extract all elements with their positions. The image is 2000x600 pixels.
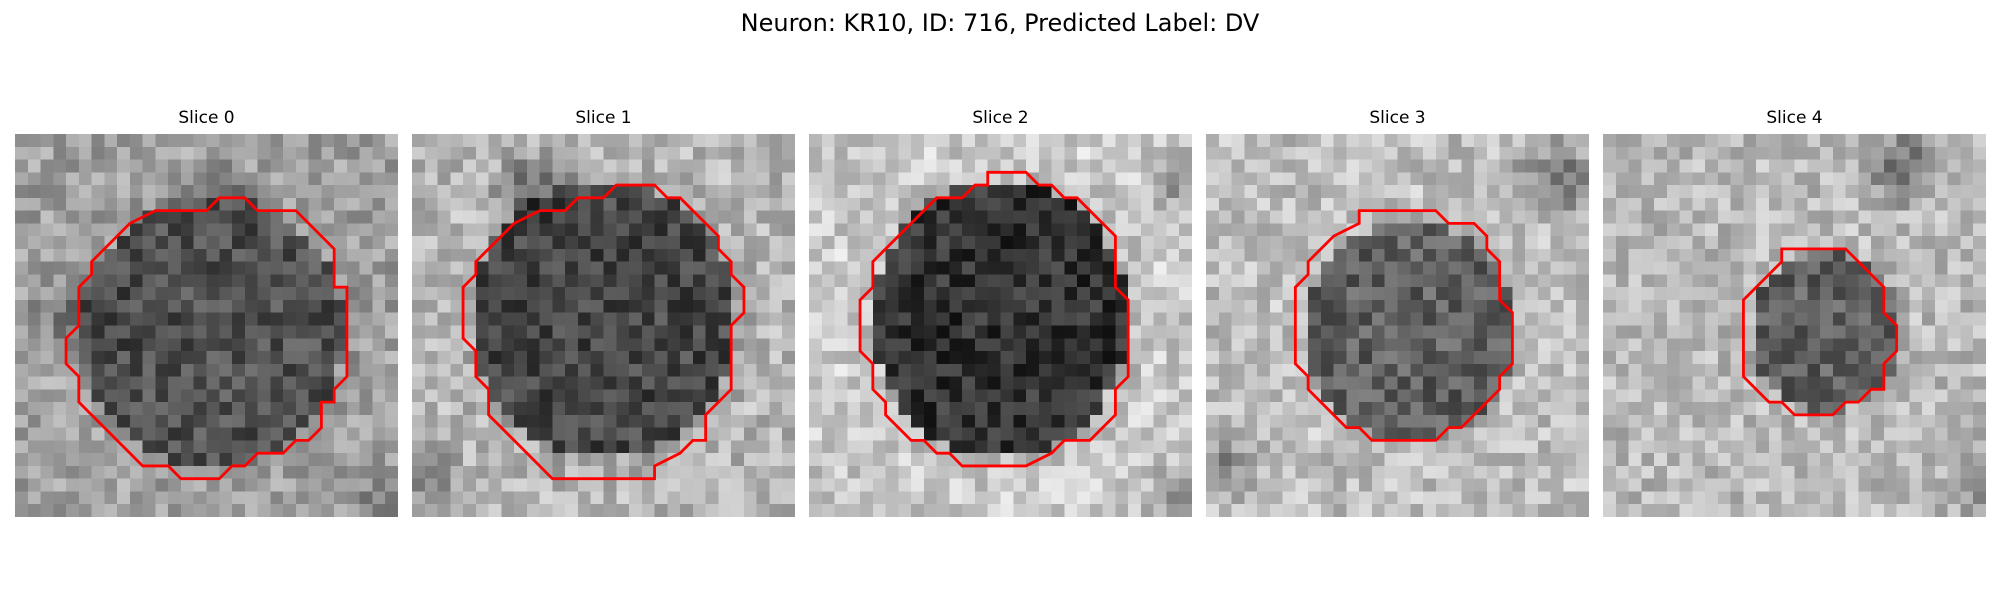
slice-panel-4: Slice 4 (1603, 108, 1986, 517)
slice-image-4 (1603, 134, 1986, 517)
neuron-contour (461, 183, 746, 481)
slice-panel-2: Slice 2 (809, 108, 1192, 517)
neuron-contour (64, 196, 349, 481)
slice-image-1 (412, 134, 795, 517)
slice-title-4: Slice 4 (1766, 108, 1823, 128)
slice-image-2 (809, 134, 1192, 517)
slice-panel-3: Slice 3 (1206, 108, 1589, 517)
neuron-contour (1293, 209, 1514, 442)
slice-title-0: Slice 0 (178, 108, 235, 128)
slice-image-3 (1206, 134, 1589, 517)
figure-title: Neuron: KR10, ID: 716, Predicted Label: … (740, 9, 1260, 37)
neuron-contour (1742, 247, 1899, 417)
slice-panel-0: Slice 0 (15, 108, 398, 517)
slice-panel-1: Slice 1 (412, 108, 795, 517)
slice-title-2: Slice 2 (972, 108, 1029, 128)
slice-title-1: Slice 1 (575, 108, 632, 128)
slice-image-0 (15, 134, 398, 517)
slice-title-3: Slice 3 (1369, 108, 1426, 128)
neuron-contour (858, 170, 1130, 468)
